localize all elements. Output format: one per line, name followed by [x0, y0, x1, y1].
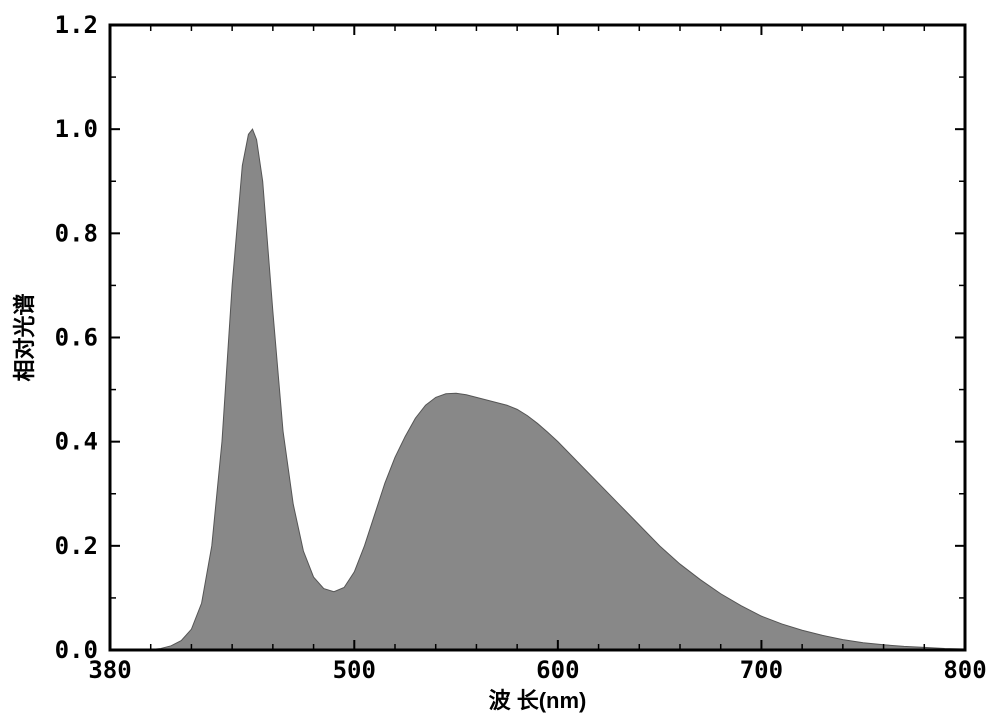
x-axis-label: 波 长(nm) — [489, 688, 587, 713]
x-tick-label: 500 — [333, 656, 376, 684]
x-tick-label: 800 — [943, 656, 986, 684]
y-tick-label: 0.0 — [55, 636, 98, 664]
y-axis-label: 相对光谱 — [12, 293, 37, 381]
y-tick-label: 0.4 — [55, 428, 98, 456]
y-tick-label: 1.0 — [55, 115, 98, 143]
spectrum-chart: 3805006007008000.00.20.40.60.81.01.2波 长(… — [0, 0, 1000, 715]
y-tick-label: 1.2 — [55, 11, 98, 39]
y-tick-label: 0.2 — [55, 532, 98, 560]
x-tick-label: 700 — [740, 656, 783, 684]
y-tick-label: 0.6 — [55, 324, 98, 352]
x-tick-label: 600 — [536, 656, 579, 684]
chart-svg: 3805006007008000.00.20.40.60.81.01.2波 长(… — [0, 0, 1000, 715]
y-tick-label: 0.8 — [55, 219, 98, 247]
